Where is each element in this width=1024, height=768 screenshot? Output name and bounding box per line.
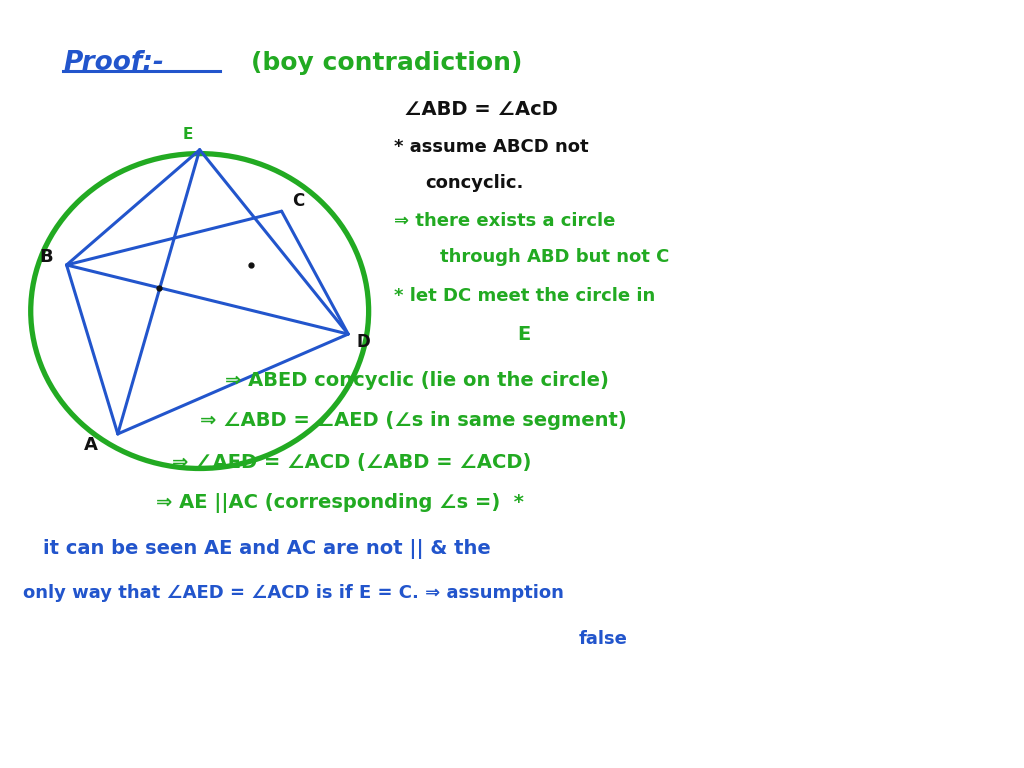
Text: A: A xyxy=(84,436,98,455)
Text: ⇒ ∠AED = ∠ACD (∠ABD = ∠ACD): ⇒ ∠AED = ∠ACD (∠ABD = ∠ACD) xyxy=(172,453,531,472)
Text: D: D xyxy=(356,333,370,351)
Text: Proof:-: Proof:- xyxy=(63,50,165,76)
Text: false: false xyxy=(579,630,628,648)
Text: ⇒ ∠ABD = ∠AED (∠s in same segment): ⇒ ∠ABD = ∠AED (∠s in same segment) xyxy=(200,412,627,430)
Text: ⇒ AE ||AC (corresponding ∠s =)  *: ⇒ AE ||AC (corresponding ∠s =) * xyxy=(156,493,523,513)
Text: through ABD but not C: through ABD but not C xyxy=(440,248,670,266)
Text: E: E xyxy=(182,127,193,142)
Text: ⇒ there exists a circle: ⇒ there exists a circle xyxy=(394,212,615,230)
Text: C: C xyxy=(292,192,304,210)
Text: * let DC meet the circle in: * let DC meet the circle in xyxy=(394,286,655,305)
Text: ⇒ ABED concyclic (lie on the circle): ⇒ ABED concyclic (lie on the circle) xyxy=(225,371,609,389)
Text: E: E xyxy=(517,325,530,343)
Text: B: B xyxy=(39,248,52,266)
Text: it can be seen AE and AC are not || & the: it can be seen AE and AC are not || & th… xyxy=(43,539,490,559)
Text: concyclic.: concyclic. xyxy=(425,174,523,192)
Text: ∠ABD = ∠AcD: ∠ABD = ∠AcD xyxy=(404,100,558,118)
Text: only way that ∠AED = ∠ACD is if E = C. ⇒ assumption: only way that ∠AED = ∠ACD is if E = C. ⇒… xyxy=(23,584,563,602)
Text: * assume ABCD not: * assume ABCD not xyxy=(394,138,589,157)
Text: (boy contradiction): (boy contradiction) xyxy=(251,51,522,75)
